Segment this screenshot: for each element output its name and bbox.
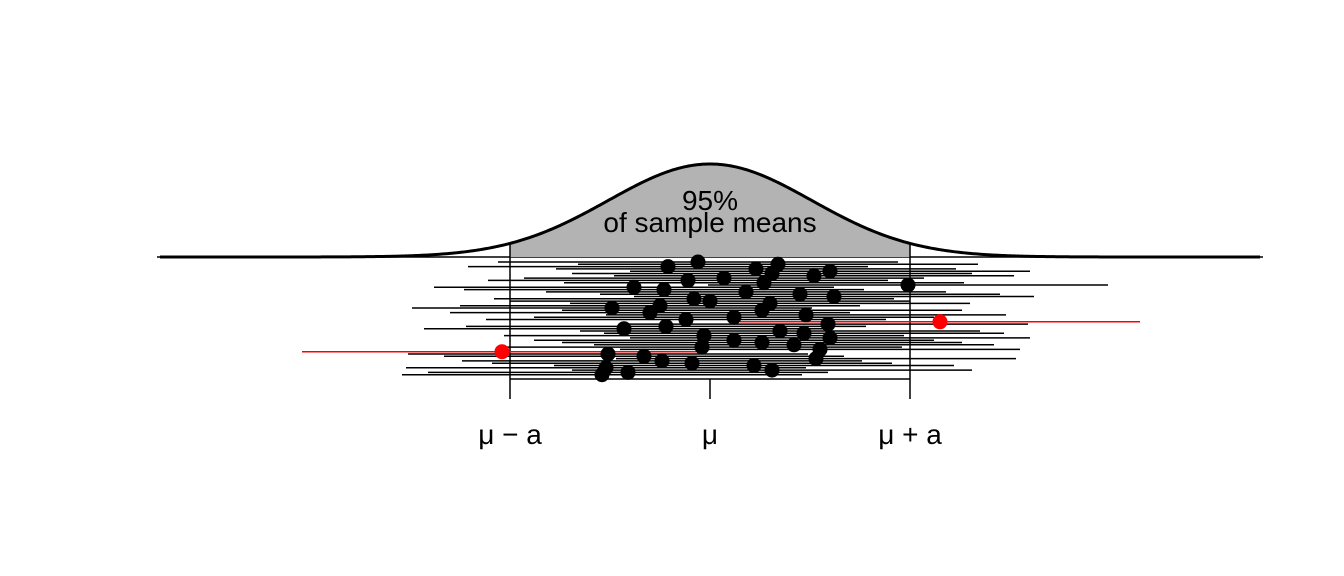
sample-mean-point — [620, 364, 636, 380]
sample-mean-point — [748, 261, 764, 277]
x-tick-label: μ − a — [478, 419, 542, 450]
sample-mean-point — [684, 355, 700, 371]
sample-mean-point — [820, 316, 836, 332]
sample-mean-point — [604, 300, 620, 316]
sample-mean-point — [686, 291, 702, 307]
sample-mean-point — [806, 268, 822, 284]
sample-mean-point — [642, 305, 658, 321]
sample-mean-point — [932, 314, 948, 330]
sample-mean-point — [654, 353, 670, 369]
sample-mean-point — [764, 362, 780, 378]
sample-mean-point — [756, 275, 772, 291]
sample-mean-point — [796, 325, 812, 341]
x-tick-label: μ — [702, 419, 718, 450]
sample-mean-point — [822, 330, 838, 346]
sample-mean-point — [494, 344, 510, 360]
density-curve — [160, 162, 1260, 259]
sample-mean-point — [798, 307, 814, 323]
sample-mean-point — [746, 358, 762, 373]
sample-mean-point — [636, 348, 652, 364]
sample-mean-point — [716, 270, 732, 286]
sample-mean-point — [616, 321, 632, 337]
sample-mean-point — [726, 332, 742, 348]
sample-mean-point — [754, 335, 770, 350]
sample-mean-point — [600, 346, 616, 362]
sample-mean-point — [726, 309, 742, 325]
sample-mean-point — [678, 312, 694, 327]
x-tick-label: μ + a — [878, 419, 942, 450]
sample-mean-point — [900, 277, 916, 293]
sample-mean-point — [658, 318, 674, 334]
sample-mean-point — [680, 272, 696, 288]
sample-mean-point — [626, 279, 642, 295]
sample-mean-point — [702, 293, 718, 309]
density-shaded-region — [510, 164, 910, 257]
sample-mean-point — [808, 351, 824, 367]
sample-mean-point — [786, 337, 802, 353]
sample-mean-point — [696, 328, 712, 344]
sample-mean-point — [822, 263, 838, 279]
sample-mean-point — [660, 259, 676, 275]
sample-mean-point — [690, 254, 706, 270]
sample-mean-point — [738, 284, 754, 300]
sample-mean-point — [656, 282, 672, 298]
sample-mean-point — [792, 286, 808, 302]
annotation-caption: of sample means — [603, 207, 816, 238]
sample-mean-point — [772, 323, 788, 339]
sample-mean-point — [694, 339, 710, 355]
sample-mean-point — [594, 367, 610, 383]
sample-mean-point — [754, 302, 770, 318]
sample-mean-point — [826, 289, 842, 304]
annotation-percent: 95% — [682, 185, 738, 216]
